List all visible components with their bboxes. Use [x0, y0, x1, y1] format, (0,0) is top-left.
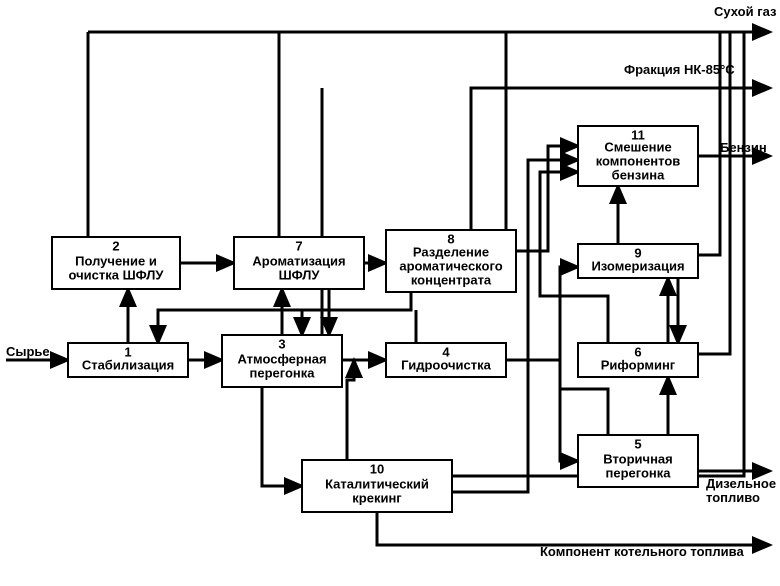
flow-edge	[698, 32, 730, 354]
node-label: Каталитический	[325, 476, 429, 491]
flow-edge	[506, 360, 578, 461]
node-n2: 2Получение иочистка ШФЛУ	[52, 237, 180, 289]
flow-edge	[377, 512, 770, 545]
node-label: Стабилизация	[82, 357, 174, 372]
node-n11: 11Смешениекомпонентовбензина	[578, 126, 698, 186]
node-label: Изомеризация	[591, 258, 684, 273]
node-n8: 8Разделениеароматическогоконцентрата	[386, 230, 516, 292]
node-n1: 1Стабилизация	[68, 343, 188, 377]
node-n5: 5Вторичнаяперегонка	[578, 435, 698, 487]
node-label: Получение и	[75, 253, 157, 268]
flow-edge	[347, 360, 354, 460]
node-n4: 4Гидроочистка	[386, 343, 506, 377]
node-label: перегонка	[249, 365, 315, 380]
node-label: перегонка	[605, 465, 671, 480]
node-label: Риформинг	[601, 357, 676, 372]
node-label: концентрата	[411, 272, 492, 287]
flow-edge	[516, 146, 578, 251]
node-label: Атмосферная	[237, 351, 326, 366]
node-label: Вторичная	[603, 451, 673, 466]
out-drygas: Сухой газ	[714, 4, 777, 19]
out-diesel: топливо	[706, 490, 760, 505]
node-label: крекинг	[352, 490, 402, 505]
node-number: 7	[295, 238, 302, 253]
node-label: бензина	[612, 167, 665, 182]
node-label: ШФЛУ	[279, 267, 321, 282]
node-label: Смешение	[604, 139, 671, 154]
out-hk85: Фракция НК-85°С	[624, 62, 735, 77]
node-n3: 3Атмосфернаяперегонка	[222, 335, 342, 387]
node-n9: 9Изомеризация	[578, 244, 698, 278]
node-n7: 7АроматизацияШФЛУ	[234, 237, 364, 289]
node-label: компонентов	[596, 153, 681, 168]
node-label: очистка ШФЛУ	[69, 267, 165, 282]
node-number: 3	[278, 336, 285, 351]
node-label: Ароматизация	[252, 253, 345, 268]
out-benzin: Бензин	[720, 140, 767, 155]
out-boiler: Компонент котельного топлива	[540, 544, 744, 559]
flow-edge	[262, 387, 302, 486]
node-label: Разделение	[413, 244, 489, 259]
node-label: ароматического	[399, 258, 502, 273]
node-label: Гидроочистка	[401, 357, 491, 372]
node-number: 5	[634, 436, 641, 451]
node-number: 10	[370, 461, 384, 476]
out-diesel: Дизельное	[706, 476, 776, 491]
node-n6: 6Риформинг	[578, 343, 698, 377]
node-number: 2	[112, 238, 119, 253]
node-n10: 10Каталитическийкрекинг	[302, 460, 452, 512]
in-feed: Сырье	[6, 344, 50, 359]
